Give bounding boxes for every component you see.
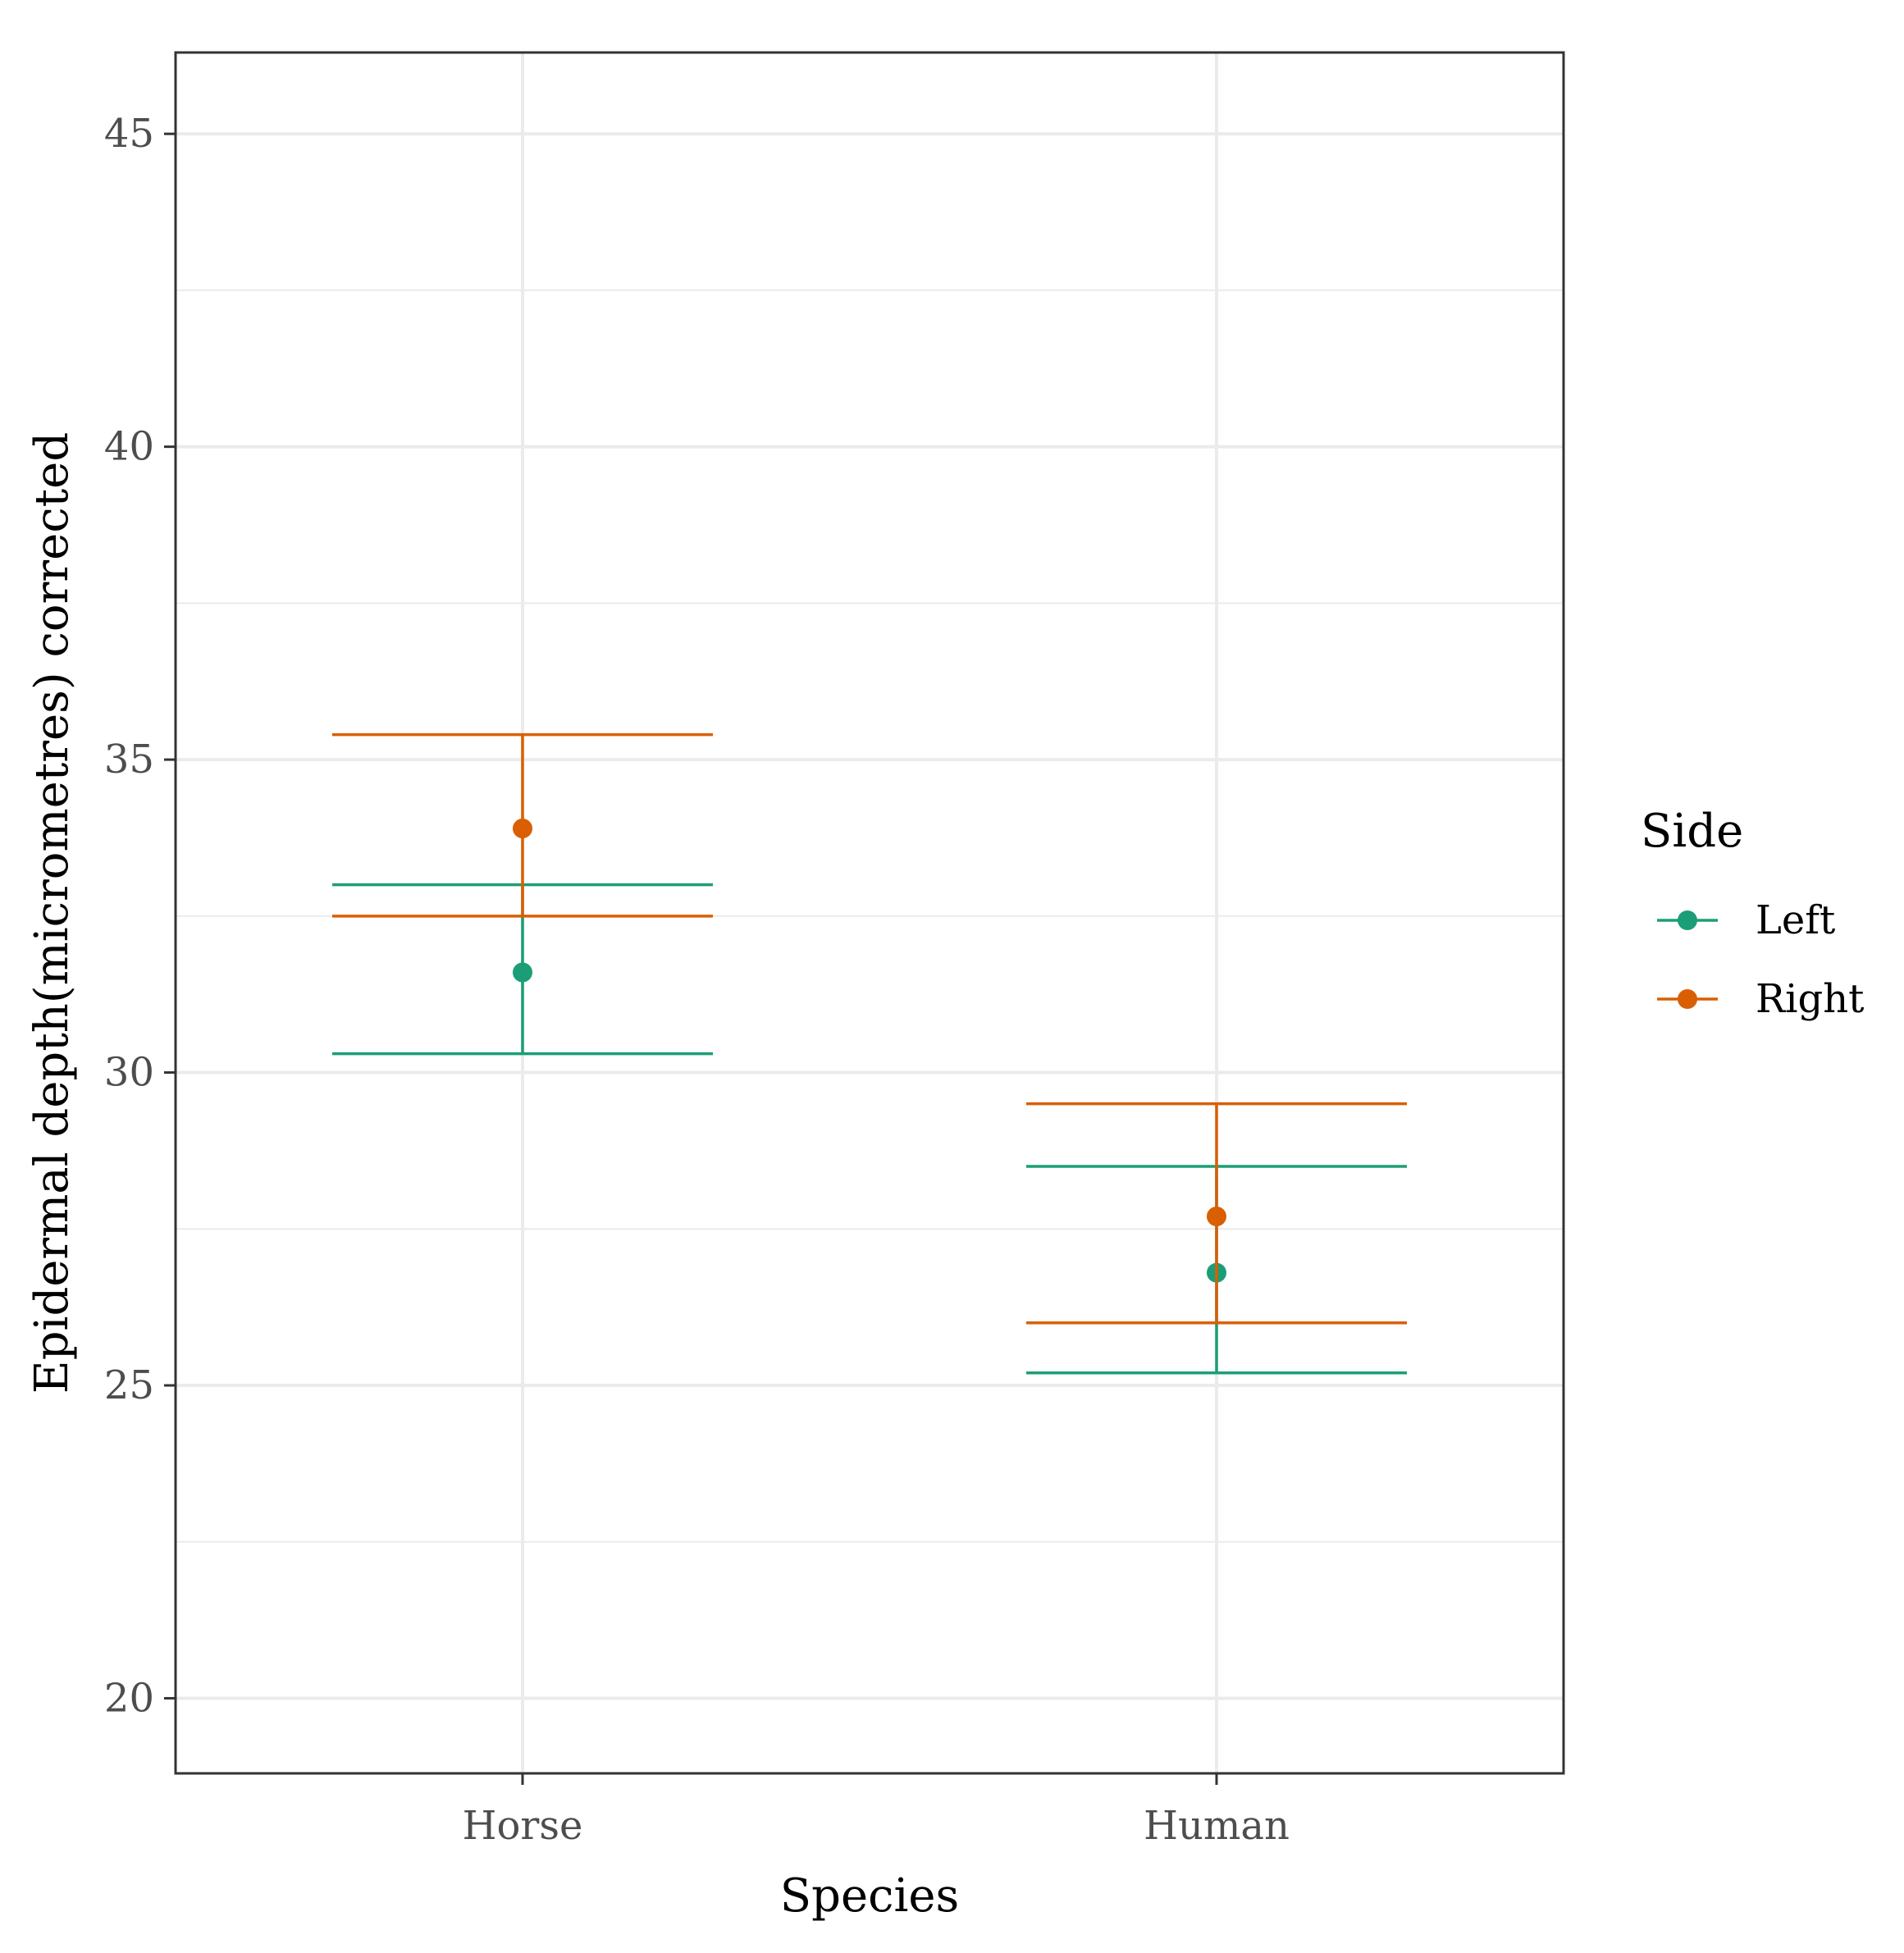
axis-ticks [164,132,1218,1785]
legend-label-right: Right [1756,976,1864,1022]
legend-title: Side [1641,805,1743,858]
grid-major [176,52,1564,1773]
y-tick-label: 45 [104,111,154,157]
legend-label-left: Left [1756,897,1835,943]
x-tick-label: Horse [463,1803,583,1849]
tick-labels: 20 25 30 35 40 45 Horse Human [104,111,1290,1849]
y-tick-label: 30 [104,1050,154,1096]
panel-border [174,51,1565,1775]
data-marks [332,732,1407,1375]
left-point [513,962,532,983]
y-tick-label: 40 [104,424,154,470]
x-axis-title: Species [780,1869,960,1923]
legend: Side Left Right [1641,805,1864,1022]
y-axis-title: Epidermal depth(micrometres) corrected [25,432,79,1394]
legend-key-point-left [1678,910,1697,930]
right-point [513,819,532,839]
legend-key-point-right [1678,989,1697,1009]
x-tick-label: Human [1144,1803,1290,1849]
y-tick-label: 25 [104,1362,154,1408]
y-tick-label: 20 [104,1675,154,1721]
y-tick-label: 35 [104,737,154,783]
right-point [1207,1207,1226,1227]
